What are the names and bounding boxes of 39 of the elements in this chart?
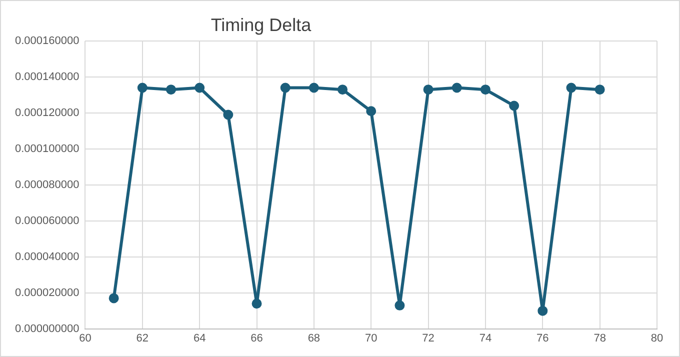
point [394, 300, 405, 310]
point [423, 84, 434, 95]
y-tick-label: 0.000100000 [15, 142, 80, 155]
point [338, 84, 348, 95]
y-tick-label: 0.000080000 [15, 178, 80, 191]
point [308, 82, 319, 93]
point [509, 100, 520, 111]
y-tick-label: 0.000160000 [15, 35, 80, 48]
point [280, 82, 290, 93]
x-tick-label: 68 [308, 332, 320, 344]
point [366, 106, 376, 116]
point [194, 82, 205, 93]
point [137, 82, 148, 93]
x-tick-label: 60 [79, 332, 92, 344]
x-tick-label: 64 [193, 332, 206, 344]
x-tick-label: 78 [594, 332, 606, 344]
point [166, 84, 176, 95]
y-tick-label: 0.000020000 [15, 286, 80, 299]
x-tick-label: 80 [650, 332, 664, 344]
x-tick-label: 72 [422, 332, 434, 344]
point [538, 306, 548, 316]
point [566, 82, 576, 93]
x-tick-label: 76 [536, 332, 549, 344]
point [594, 84, 605, 95]
x-tick-label: 62 [136, 332, 149, 344]
x-tick-label: 70 [364, 332, 378, 344]
point [480, 84, 490, 95]
x-tick-label: 74 [479, 332, 492, 344]
y-tick-label: 0.000140000 [15, 71, 80, 84]
chart-title: Timing Delta [210, 15, 312, 36]
point [252, 298, 262, 309]
point [452, 82, 462, 93]
y-tick-label: 0.000000000 [15, 322, 80, 335]
point [108, 293, 119, 304]
y-tick-label: 0.000060000 [15, 214, 80, 227]
point [223, 110, 234, 120]
x-tick-label: 66 [250, 332, 263, 344]
y-tick-label: 0.000040000 [15, 250, 80, 263]
y-tick-label: 0.000120000 [15, 106, 80, 119]
